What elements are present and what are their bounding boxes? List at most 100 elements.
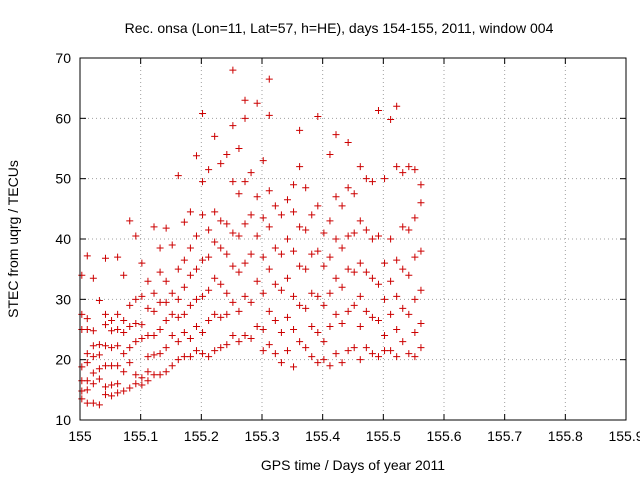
data-point (186, 301, 194, 309)
data-point (241, 96, 249, 104)
data-point (223, 289, 231, 297)
data-point (180, 353, 188, 361)
data-point (283, 347, 291, 355)
data-point (399, 169, 407, 177)
data-point (271, 202, 279, 210)
data-point (356, 292, 364, 300)
data-point (168, 332, 176, 340)
data-point (223, 341, 231, 349)
data-point (368, 313, 376, 321)
data-point (344, 347, 352, 355)
data-point (302, 344, 310, 352)
data-point (247, 211, 255, 219)
data-point (326, 253, 334, 261)
data-point (247, 335, 255, 343)
data-point (265, 307, 273, 315)
data-point (168, 289, 176, 297)
data-point (150, 371, 158, 379)
data-point (101, 391, 109, 399)
data-point (101, 362, 109, 370)
data-point (108, 381, 116, 389)
data-point (156, 371, 164, 379)
data-point (320, 229, 328, 237)
data-point (241, 292, 249, 300)
y-tick-label: 10 (55, 412, 71, 428)
data-point (387, 116, 395, 124)
data-point (283, 313, 291, 321)
data-point (290, 326, 298, 333)
y-tick-label: 60 (55, 110, 71, 126)
data-point (83, 350, 91, 358)
data-point (108, 344, 116, 352)
data-point (326, 151, 334, 159)
data-point (332, 131, 340, 139)
x-tick-label: 155.1 (123, 428, 158, 444)
data-point (174, 172, 182, 180)
data-point (308, 322, 316, 330)
data-point (314, 359, 322, 367)
data-point (308, 353, 316, 361)
data-point (332, 310, 340, 318)
data-point (253, 277, 261, 285)
data-point (199, 329, 207, 337)
data-point (211, 132, 219, 140)
data-point (192, 347, 200, 355)
data-point (296, 262, 304, 270)
data-point (89, 353, 97, 361)
data-point (302, 184, 310, 192)
x-tick-label: 155 (68, 428, 92, 444)
data-point (205, 353, 213, 361)
data-point (417, 247, 425, 255)
data-point (277, 250, 285, 258)
data-point (362, 344, 370, 352)
data-point (83, 359, 91, 367)
grid (80, 58, 626, 420)
data-point (368, 350, 376, 358)
data-point (144, 377, 152, 385)
data-point (362, 268, 370, 276)
data-point (259, 347, 267, 355)
data-point (120, 387, 128, 395)
data-point (387, 277, 395, 285)
data-point (259, 326, 267, 333)
data-point (229, 332, 237, 340)
data-point (302, 265, 310, 273)
data-point (223, 151, 231, 159)
data-point (332, 350, 340, 358)
data-point (235, 190, 243, 198)
data-point (290, 208, 298, 216)
data-point (356, 217, 364, 225)
data-point (344, 138, 352, 146)
data-point (199, 292, 207, 300)
data-point (150, 351, 158, 359)
data-point (108, 327, 116, 335)
data-point (271, 350, 279, 358)
data-point (114, 389, 122, 397)
data-point (265, 187, 273, 195)
data-point (356, 163, 364, 171)
data-point (199, 256, 207, 264)
data-point (186, 244, 194, 252)
data-point (114, 253, 122, 261)
data-point (83, 252, 91, 260)
data-point (162, 316, 170, 324)
data-point (405, 226, 413, 234)
data-point (180, 283, 188, 291)
data-point (399, 265, 407, 273)
data-point (132, 380, 140, 388)
data-point (417, 199, 425, 207)
data-point (381, 332, 389, 340)
y-tick-label: 50 (55, 171, 71, 187)
data-point (338, 283, 346, 291)
data-point (290, 247, 298, 255)
data-point (162, 368, 170, 376)
data-point (205, 286, 213, 294)
data-point (156, 350, 164, 358)
data-point (101, 321, 109, 329)
data-point (308, 250, 316, 258)
data-point (132, 371, 140, 379)
data-point (302, 304, 310, 312)
data-point (253, 99, 261, 107)
data-point (247, 298, 255, 306)
